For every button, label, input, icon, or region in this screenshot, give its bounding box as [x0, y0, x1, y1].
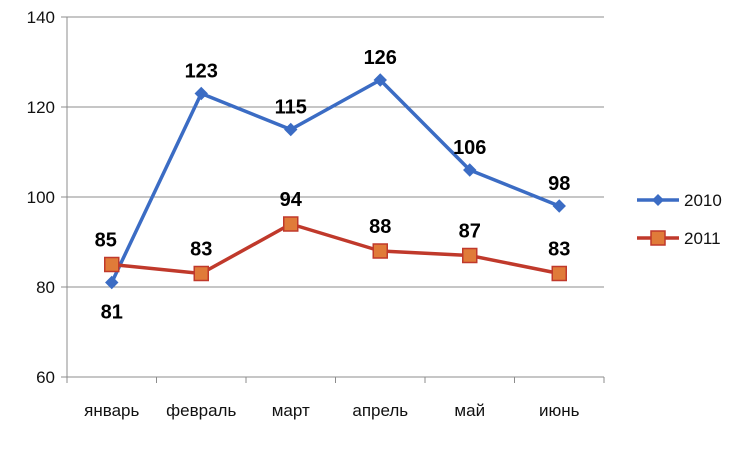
x-tick-label: май [454, 401, 485, 420]
data-label: 123 [185, 61, 218, 83]
series-2011 [104, 216, 567, 282]
y-tick-labels: 60 80 100 120 140 [27, 8, 55, 387]
data-label: 87 [459, 221, 481, 243]
data-label: 106 [453, 137, 486, 159]
y-tick-label: 100 [27, 188, 55, 207]
legend-label: 2010 [684, 191, 722, 210]
x-tick-label: январь [84, 401, 139, 420]
legend-item-2011: 2011 [637, 229, 721, 248]
x-tick-labels: январь февраль март апрель май июнь [84, 401, 579, 420]
legend-marker [650, 230, 666, 246]
data-point [372, 243, 388, 259]
legend-item-2010: 2010 [637, 191, 722, 210]
data-point [194, 86, 208, 101]
series-line [111, 222, 560, 276]
x-tick-label: февраль [166, 401, 236, 420]
data-label: 98 [548, 173, 570, 195]
y-tick-label: 80 [36, 278, 55, 297]
data-label: 83 [190, 239, 212, 261]
x-tick-label: апрель [352, 401, 408, 420]
data-point [193, 265, 209, 282]
data-labels: 81 123 115 126 106 98 85 83 94 88 87 83 [95, 47, 571, 324]
y-tick-label: 120 [27, 98, 55, 117]
data-label: 83 [548, 239, 570, 261]
data-label: 88 [369, 216, 391, 238]
legend: 2010 2011 [637, 191, 722, 248]
axes [66, 17, 605, 383]
data-label: 81 [101, 302, 123, 324]
data-point [552, 199, 566, 213]
data-point [283, 216, 299, 232]
data-label: 126 [364, 47, 397, 69]
series-line [110, 78, 560, 284]
legend-marker [652, 194, 664, 206]
y-tick-label: 140 [27, 8, 55, 27]
data-point [373, 73, 387, 87]
legend-label: 2011 [684, 229, 721, 248]
x-tick-label: июнь [539, 401, 580, 420]
data-point [105, 275, 119, 290]
gridlines [61, 16, 604, 378]
data-point [284, 122, 298, 137]
data-point [463, 163, 477, 177]
data-point [462, 247, 478, 264]
series-layer [104, 73, 567, 290]
data-label: 85 [95, 230, 117, 252]
data-label: 94 [280, 189, 303, 211]
y-tick-label: 60 [36, 368, 55, 387]
data-point [551, 265, 567, 282]
data-point [104, 256, 120, 273]
data-label: 115 [275, 97, 307, 119]
series-2010 [105, 73, 566, 290]
x-tick-label: март [272, 401, 310, 420]
